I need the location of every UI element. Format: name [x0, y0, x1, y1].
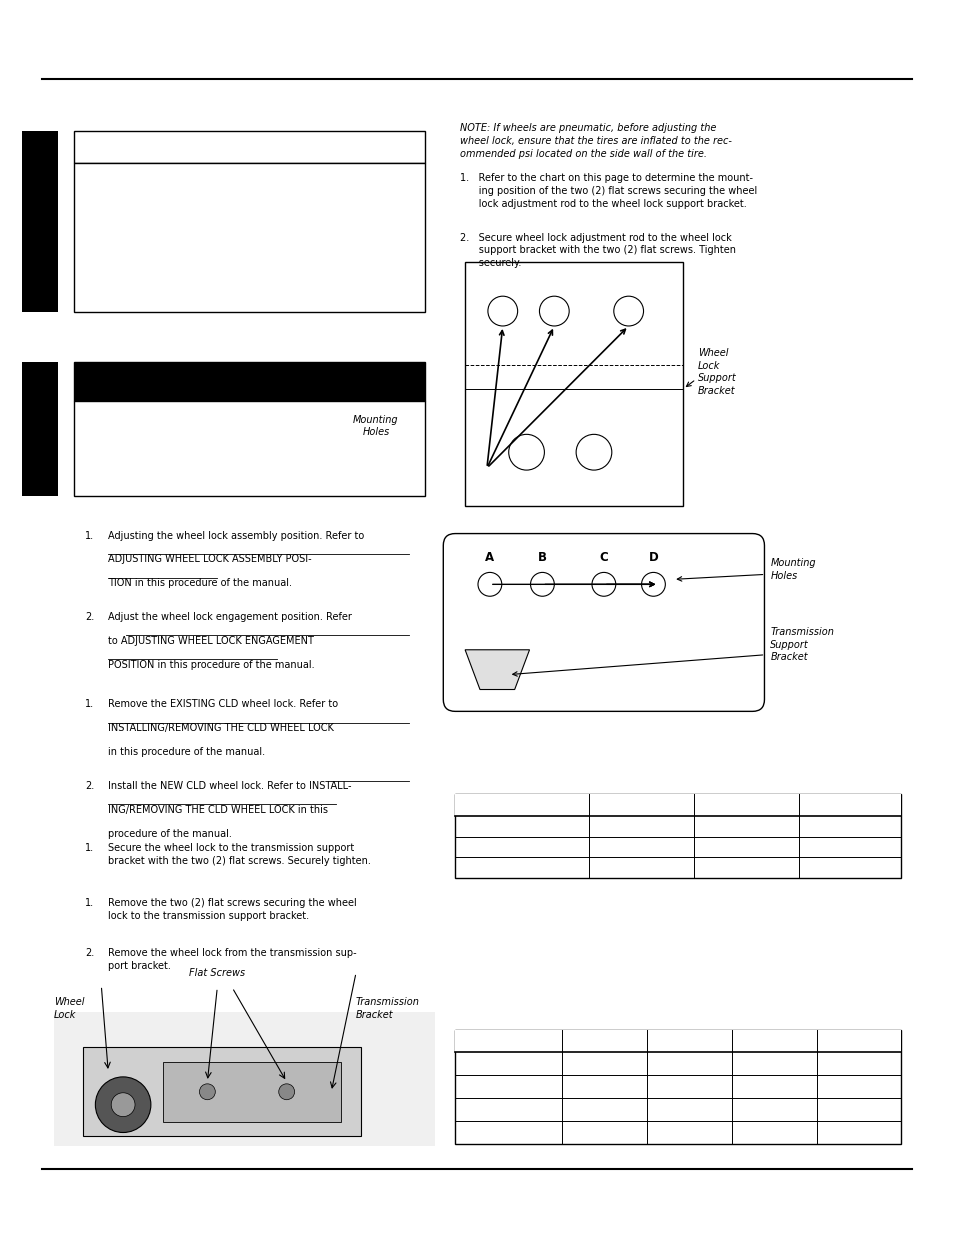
- Circle shape: [112, 1093, 135, 1116]
- Bar: [73, 131, 425, 163]
- Text: D: D: [648, 551, 658, 564]
- Text: ADJUSTING WHEEL LOCK ASSEMBLY POSI-: ADJUSTING WHEEL LOCK ASSEMBLY POSI-: [108, 555, 312, 564]
- Text: Transmission
Support
Bracket: Transmission Support Bracket: [770, 627, 834, 662]
- Text: NOTE: If wheels are pneumatic, before adjusting the
wheel lock, ensure that the : NOTE: If wheels are pneumatic, before ad…: [459, 124, 731, 159]
- Bar: [53, 1013, 435, 1146]
- Text: Install the NEW CLD wheel lock. Refer to INSTALL-: Install the NEW CLD wheel lock. Refer to…: [108, 781, 352, 790]
- Text: 2.: 2.: [86, 947, 94, 958]
- Text: Remove the two (2) flat screws securing the wheel
lock to the transmission suppo: Remove the two (2) flat screws securing …: [108, 898, 356, 921]
- Text: 1.: 1.: [86, 699, 94, 709]
- Text: 1.   Refer to the chart on this page to determine the mount-
      ing position : 1. Refer to the chart on this page to de…: [459, 173, 757, 209]
- Text: Remove the wheel lock from the transmission sup-
port bracket.: Remove the wheel lock from the transmiss…: [108, 947, 356, 971]
- Bar: [455, 794, 901, 878]
- Text: procedure of the manual.: procedure of the manual.: [108, 829, 232, 839]
- Bar: [83, 1047, 360, 1136]
- Text: Adjusting the wheel lock assembly position. Refer to: Adjusting the wheel lock assembly positi…: [108, 531, 364, 541]
- Bar: [465, 262, 682, 506]
- Text: Secure the wheel lock to the transmission support
bracket with the two (2) flat : Secure the wheel lock to the transmissio…: [108, 844, 371, 866]
- FancyBboxPatch shape: [443, 534, 763, 711]
- Circle shape: [95, 1077, 151, 1132]
- Text: POSITION in this procedure of the manual.: POSITION in this procedure of the manual…: [108, 659, 314, 669]
- Bar: [22, 131, 57, 312]
- Text: 2.: 2.: [86, 613, 94, 622]
- Text: 1.: 1.: [86, 844, 94, 853]
- Text: TION in this procedure of the manual.: TION in this procedure of the manual.: [108, 578, 292, 588]
- Text: Mounting
Holes: Mounting Holes: [770, 558, 815, 580]
- Bar: [455, 1030, 901, 1145]
- Text: Wheel
Lock: Wheel Lock: [53, 998, 84, 1020]
- Text: 1.: 1.: [86, 531, 94, 541]
- Bar: [163, 1062, 341, 1121]
- Text: Remove the EXISTING CLD wheel lock. Refer to: Remove the EXISTING CLD wheel lock. Refe…: [108, 699, 338, 709]
- Text: Mounting
Holes: Mounting Holes: [353, 415, 398, 437]
- Text: Flat Screws: Flat Screws: [189, 967, 245, 978]
- Text: in this procedure of the manual.: in this procedure of the manual.: [108, 747, 265, 757]
- Text: B: B: [537, 551, 546, 564]
- Bar: [455, 1030, 901, 1052]
- Text: 2.: 2.: [86, 781, 94, 790]
- Bar: [73, 362, 425, 401]
- Text: A: A: [485, 551, 494, 564]
- Text: Transmission
Bracket: Transmission Bracket: [355, 998, 419, 1020]
- Bar: [73, 163, 425, 312]
- Text: to ADJUSTING WHEEL LOCK ENGAGEMENT: to ADJUSTING WHEEL LOCK ENGAGEMENT: [108, 636, 314, 646]
- Bar: [73, 401, 425, 495]
- Bar: [455, 794, 901, 815]
- Text: INSTALLING/REMOVING THE CLD WHEEL LOCK: INSTALLING/REMOVING THE CLD WHEEL LOCK: [108, 724, 334, 734]
- Text: 1.: 1.: [86, 898, 94, 908]
- Polygon shape: [465, 650, 529, 689]
- Text: 2.   Secure wheel lock adjustment rod to the wheel lock
      support bracket wi: 2. Secure wheel lock adjustment rod to t…: [459, 232, 736, 268]
- Text: Adjust the wheel lock engagement position. Refer: Adjust the wheel lock engagement positio…: [108, 613, 352, 622]
- Bar: [22, 362, 57, 495]
- Text: Wheel
Lock
Support
Bracket: Wheel Lock Support Bracket: [698, 348, 736, 395]
- Circle shape: [278, 1084, 294, 1099]
- Text: C: C: [598, 551, 608, 564]
- Circle shape: [199, 1084, 215, 1099]
- Text: ING/REMOVING THE CLD WHEEL LOCK in this: ING/REMOVING THE CLD WHEEL LOCK in this: [108, 805, 328, 815]
